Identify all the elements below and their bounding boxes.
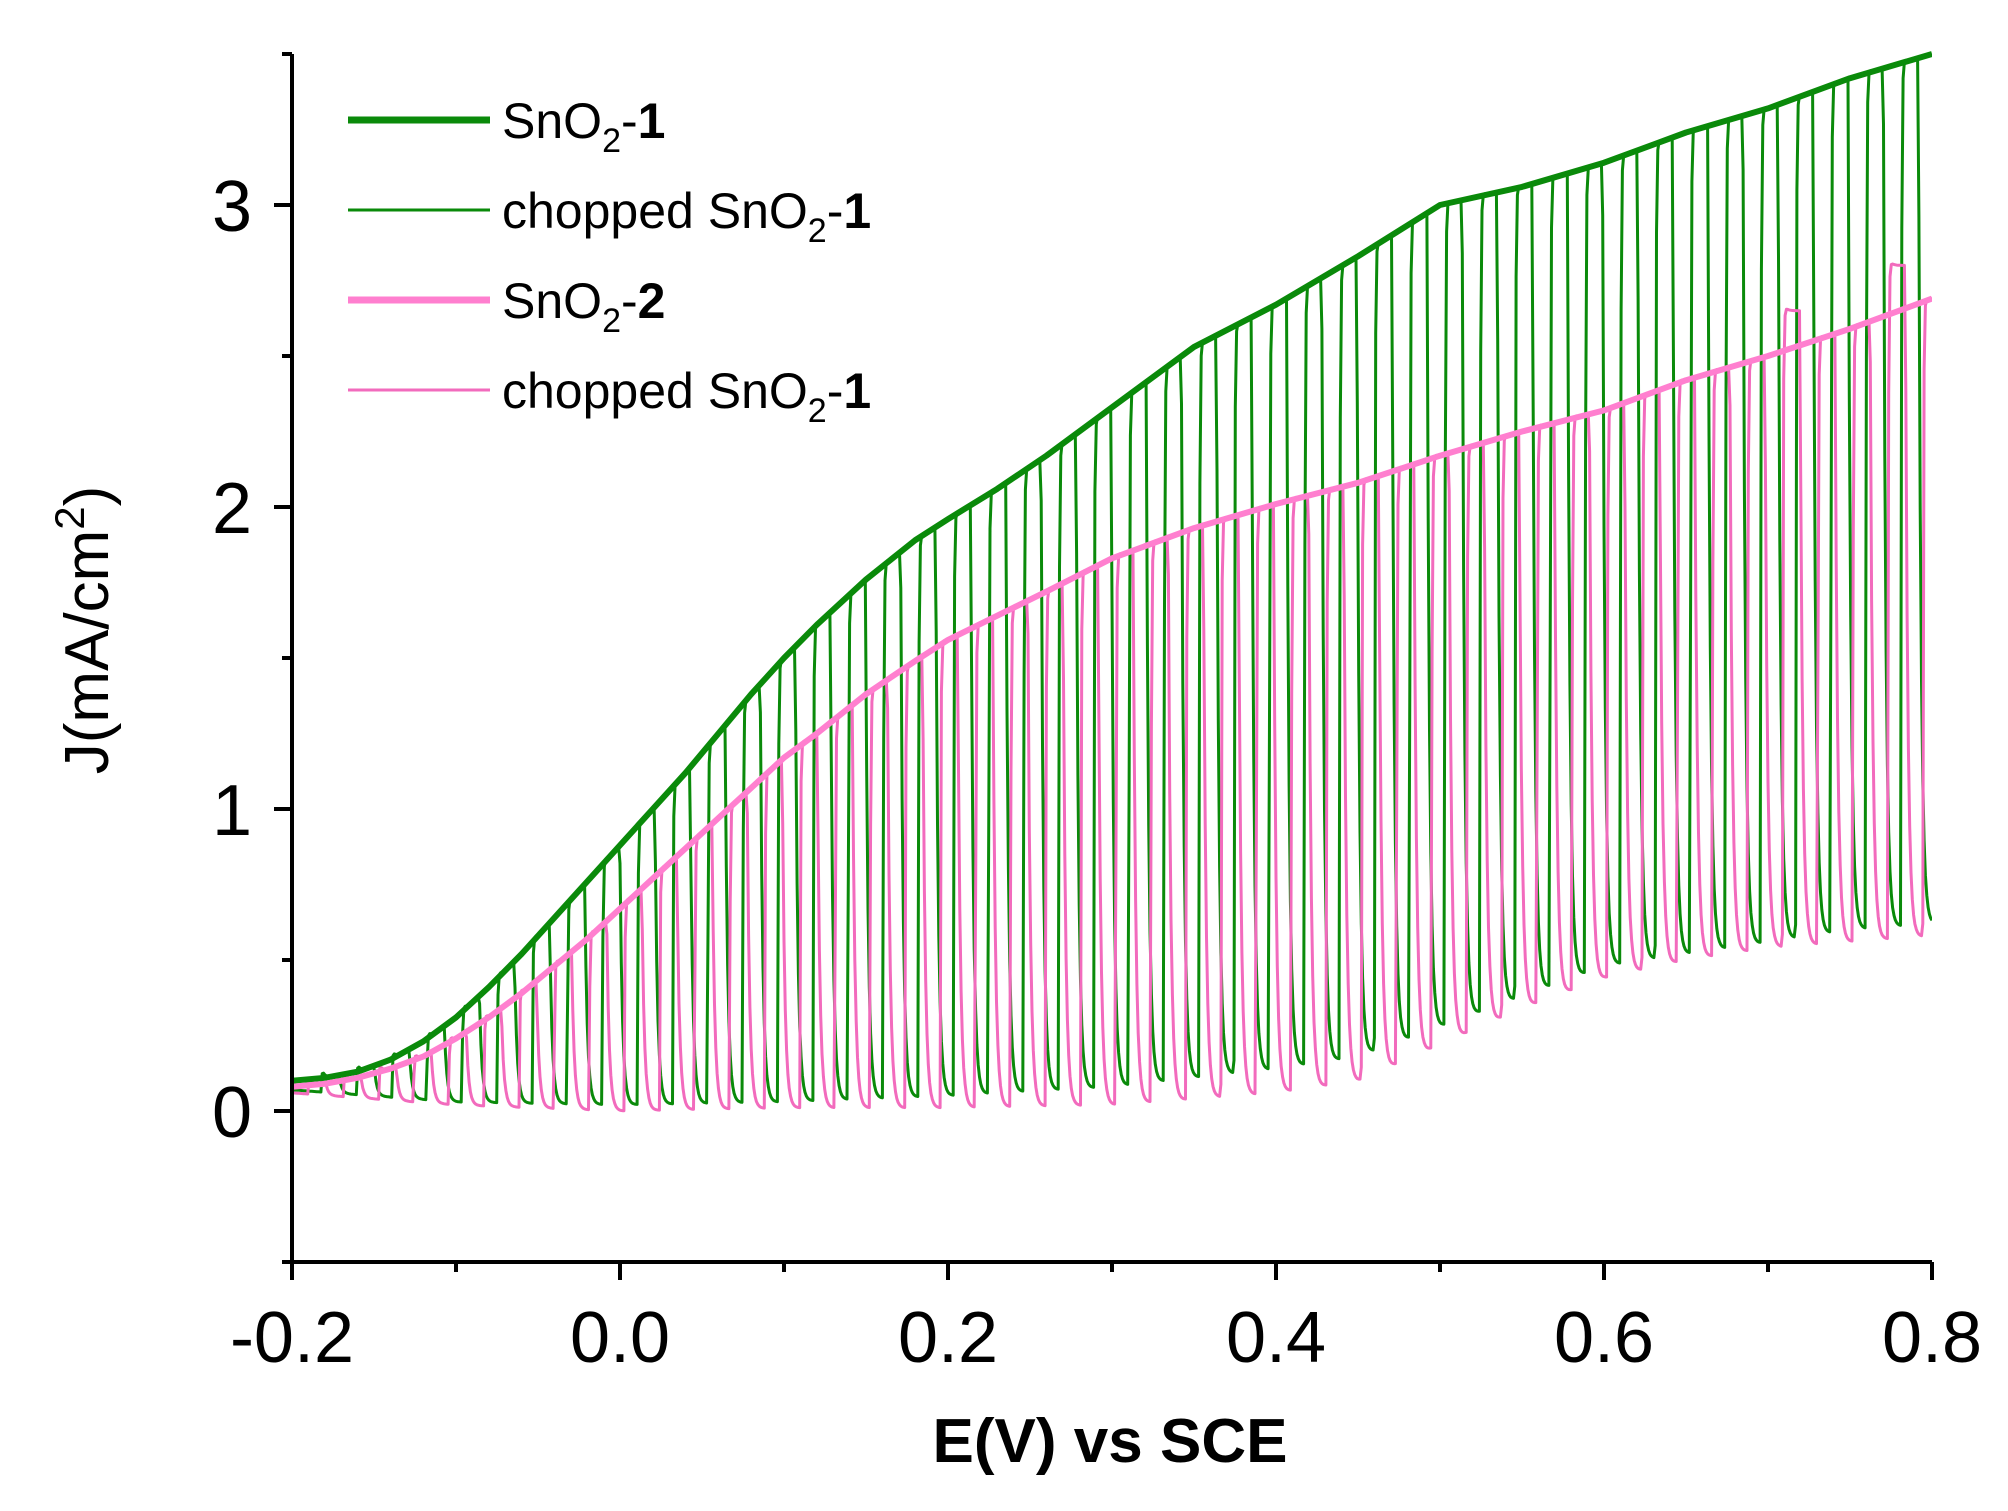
y-tick-label: 2 bbox=[212, 469, 252, 549]
plot-lines bbox=[292, 51, 1932, 1113]
y-axis-title: J(mA/cm2) bbox=[46, 486, 122, 775]
y-tick-label: 0 bbox=[212, 1073, 252, 1153]
sno2-1-line bbox=[292, 51, 1932, 1084]
legend-label: SnO2-1 bbox=[502, 93, 665, 160]
legend-label: chopped SnO2-1 bbox=[502, 183, 871, 250]
x-tick-label: 0.2 bbox=[898, 1298, 998, 1378]
y-tick-label: 1 bbox=[212, 771, 252, 851]
y-axis-title-sup: 2 bbox=[46, 506, 93, 529]
x-tick-label: 0.0 bbox=[570, 1298, 670, 1378]
legend-label: SnO2-2 bbox=[502, 273, 665, 340]
x-tick-label: -0.2 bbox=[230, 1298, 354, 1378]
legend: SnO2-1 chopped SnO2-1 SnO2-2 chopped SnO2-1 bbox=[348, 93, 871, 430]
x-axis-title: E(V) vs SCE bbox=[933, 1407, 1288, 1476]
y-axis-title-base: J(mA/cm bbox=[53, 530, 122, 775]
legend-item-chopped-sno2-1-pink: chopped SnO2-1 bbox=[348, 363, 871, 430]
y-tick-label: 3 bbox=[212, 167, 252, 247]
legend-item-sno2-2: SnO2-2 bbox=[348, 273, 665, 340]
legend-item-sno2-1: SnO2-1 bbox=[348, 93, 665, 160]
axes: -0.2 0.0 0.2 0.4 0.6 0.8 0 1 2 3 bbox=[212, 52, 1982, 1378]
y-axis-title-close: ) bbox=[53, 486, 122, 507]
legend-item-chopped-sno2-1-green: chopped SnO2-1 bbox=[348, 183, 871, 250]
sno2-2-line bbox=[292, 295, 1932, 1090]
legend-label: chopped SnO2-1 bbox=[502, 363, 871, 430]
x-tick-label: 0.6 bbox=[1554, 1298, 1654, 1378]
x-tick-label: 0.8 bbox=[1882, 1298, 1982, 1378]
x-tick-label: 0.4 bbox=[1226, 1298, 1326, 1378]
